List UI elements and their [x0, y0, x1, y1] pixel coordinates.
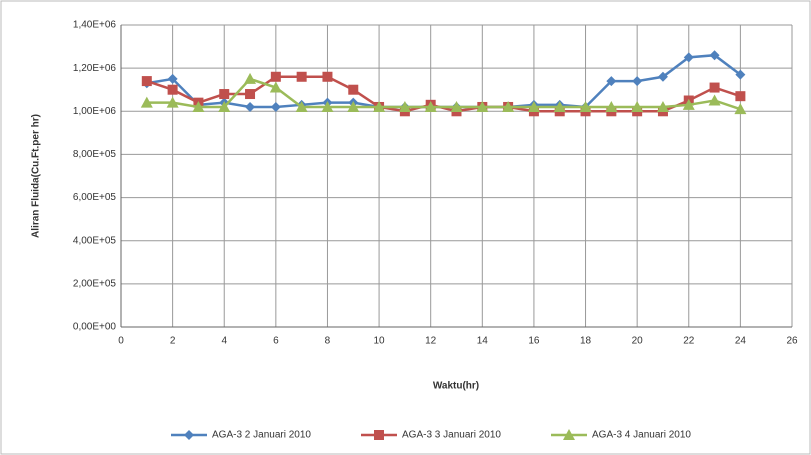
- marker: [245, 101, 256, 112]
- marker: [218, 100, 231, 112]
- marker: [244, 72, 257, 84]
- x-tick-label: 10: [374, 336, 386, 347]
- y-axis-title: Aliran Fluida(Cu.Ft.per hr): [31, 114, 42, 238]
- marker: [656, 100, 669, 112]
- marker: [167, 84, 178, 95]
- legend-label: AGA-3 4 Januari 2010: [592, 430, 691, 441]
- x-tick-label: 14: [477, 336, 489, 347]
- marker: [708, 94, 721, 106]
- marker: [166, 96, 179, 108]
- marker: [374, 430, 384, 440]
- marker: [476, 100, 489, 112]
- marker: [270, 101, 281, 112]
- marker: [450, 100, 463, 112]
- marker: [269, 81, 282, 93]
- marker: [734, 103, 747, 115]
- y-tick-label: 1,40E+06: [73, 20, 117, 31]
- marker: [140, 96, 153, 108]
- x-tick-label: 16: [528, 336, 540, 347]
- x-tick-label: 2: [170, 336, 176, 347]
- marker: [502, 100, 515, 112]
- marker: [606, 76, 617, 87]
- x-tick-label: 22: [683, 336, 695, 347]
- x-tick-label: 8: [325, 336, 331, 347]
- x-tick-label: 0: [118, 336, 124, 347]
- marker: [322, 71, 333, 82]
- marker: [735, 69, 746, 80]
- marker: [579, 100, 592, 112]
- marker: [632, 76, 643, 87]
- marker: [270, 71, 281, 82]
- marker: [553, 100, 566, 112]
- x-tick-label: 4: [221, 336, 227, 347]
- y-tick-label: 1,00E+06: [73, 106, 117, 117]
- x-tick-label: 20: [632, 336, 644, 347]
- legend-label: AGA-3 3 Januari 2010: [402, 430, 501, 441]
- marker: [709, 50, 720, 61]
- x-tick-label: 12: [425, 336, 437, 347]
- marker: [683, 52, 694, 63]
- marker: [245, 89, 256, 100]
- marker: [424, 100, 437, 112]
- marker: [657, 71, 668, 82]
- marker: [295, 100, 308, 112]
- marker: [321, 100, 334, 112]
- marker: [682, 98, 695, 110]
- x-tick-label: 24: [735, 336, 747, 347]
- marker: [527, 100, 540, 112]
- marker: [735, 91, 746, 102]
- marker: [373, 100, 386, 112]
- x-tick-label: 26: [786, 336, 798, 347]
- y-tick-label: 4,00E+05: [73, 235, 117, 246]
- legend-label: AGA-3 2 Januari 2010: [212, 430, 311, 441]
- y-tick-label: 6,00E+05: [73, 192, 117, 203]
- marker: [141, 76, 152, 87]
- marker: [167, 73, 178, 84]
- x-axis-title: Waktu(hr): [433, 381, 479, 392]
- y-tick-label: 8,00E+05: [73, 149, 117, 160]
- y-tick-label: 1,20E+06: [73, 63, 117, 74]
- marker: [709, 82, 720, 93]
- x-tick-label: 6: [273, 336, 279, 347]
- marker: [296, 71, 307, 82]
- marker: [348, 84, 359, 95]
- y-tick-label: 2,00E+05: [73, 278, 117, 289]
- marker: [605, 100, 618, 112]
- x-tick-label: 18: [580, 336, 592, 347]
- marker: [398, 100, 411, 112]
- y-tick-label: 0,00E+00: [73, 322, 117, 333]
- marker: [184, 430, 194, 440]
- marker: [631, 100, 644, 112]
- marker: [219, 89, 230, 100]
- marker: [192, 100, 205, 112]
- marker: [347, 100, 360, 112]
- marker: [563, 429, 575, 440]
